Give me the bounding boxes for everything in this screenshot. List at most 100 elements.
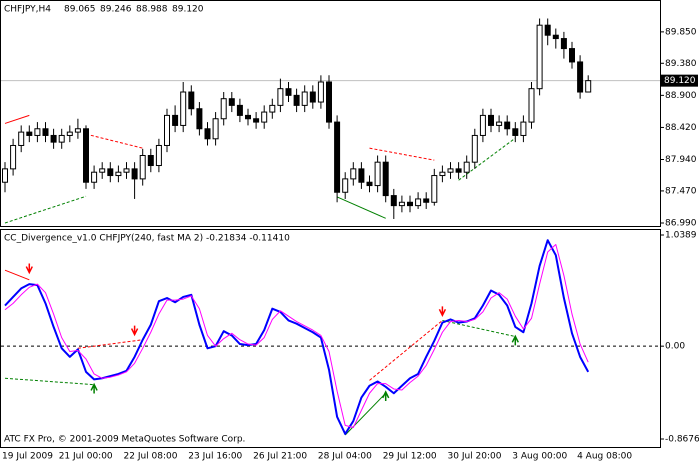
- divergence-arrow: [382, 390, 390, 401]
- candle-body: [309, 91, 316, 103]
- candle-body: [415, 198, 422, 207]
- divergence-arrow: [25, 263, 33, 275]
- candle-body: [269, 104, 276, 113]
- candle-body: [107, 168, 114, 177]
- divergence-arrow: [438, 306, 447, 318]
- candle-body: [188, 91, 195, 110]
- candle-body: [236, 104, 243, 116]
- candle-body: [245, 114, 251, 120]
- candle-body: [115, 171, 122, 177]
- candle-body: [164, 114, 170, 146]
- candle-body: [528, 88, 535, 123]
- candle-body: [204, 128, 211, 140]
- x-tick-label: 22 Jul 08:00: [124, 452, 178, 462]
- x-tick-label: 4 Aug 08:00: [577, 452, 632, 462]
- divergence-line: [369, 147, 435, 161]
- y-tick-label: 0.00: [665, 342, 685, 352]
- ohlc-label: 88.988: [136, 5, 168, 15]
- candle-body: [253, 118, 260, 123]
- candle-body: [577, 61, 584, 93]
- candle-body: [2, 168, 8, 183]
- candle-body: [285, 88, 292, 96]
- candle-body: [34, 128, 41, 136]
- candle-body: [326, 81, 332, 123]
- candle-body: [398, 201, 405, 207]
- candle-body: [147, 154, 154, 167]
- x-tick-label: 26 Jul 21:00: [253, 452, 307, 462]
- y-tick-label: -0.8676: [665, 434, 699, 444]
- candle-body: [463, 161, 470, 173]
- candle-body: [439, 171, 446, 177]
- candle-body: [26, 131, 33, 136]
- candle-body: [277, 88, 284, 106]
- divergence-line: [4, 195, 87, 224]
- divergence-line: [4, 114, 30, 124]
- indicator-panel: [0, 229, 661, 448]
- candle-body: [455, 168, 462, 173]
- candle-body: [66, 131, 73, 136]
- x-tick-label: 21 Jul 00:00: [59, 452, 113, 462]
- candle-body: [342, 178, 349, 193]
- y-tick-label: 87.470: [665, 186, 697, 196]
- candle-body: [479, 114, 486, 136]
- divergence-line: [442, 319, 516, 338]
- candle-body: [536, 24, 543, 90]
- last-price-box: [661, 74, 698, 87]
- candle-body: [504, 121, 511, 130]
- divergence-line: [4, 269, 30, 281]
- candle-body: [172, 114, 179, 126]
- candle-body: [301, 91, 308, 106]
- divergence-line: [458, 137, 516, 181]
- candle-body: [520, 121, 527, 136]
- x-tick-label: 29 Jul 12:00: [383, 452, 437, 462]
- candle-body: [180, 91, 187, 126]
- candle-body: [366, 181, 373, 187]
- chart-title: CHFJPY,H4: [4, 5, 51, 15]
- candle-body: [544, 24, 551, 36]
- candle-body: [83, 128, 89, 183]
- divergence-line: [369, 320, 443, 381]
- ohlc-label: 89.120: [172, 5, 204, 15]
- ohlc-label: 89.246: [100, 5, 132, 15]
- candle-body: [552, 34, 559, 40]
- candle-body: [407, 201, 413, 207]
- y-tick-label: 88.420: [665, 123, 697, 133]
- candle-body: [390, 195, 397, 207]
- candle-body: [317, 81, 324, 103]
- candle-body: [334, 121, 341, 193]
- candle-body: [123, 168, 130, 173]
- y-tick-label: 89.380: [665, 59, 697, 69]
- y-tick-label: 1.0389: [665, 230, 697, 240]
- candle-body: [560, 38, 567, 50]
- footer: ATC FX Pro, © 2001-2009 MetaQuotes Softw…: [4, 435, 245, 445]
- candle-body: [358, 168, 365, 183]
- candle-body: [569, 48, 575, 63]
- candle-body: [99, 168, 106, 173]
- divergence-arrow: [90, 382, 98, 394]
- divergence-line: [77, 339, 143, 349]
- candle-body: [155, 144, 162, 167]
- candle-body: [131, 168, 138, 180]
- candle-body: [228, 98, 235, 106]
- x-tick-label: 28 Jul 04:00: [318, 452, 372, 462]
- y-tick-label: 89.850: [665, 27, 697, 37]
- candle-body: [74, 128, 81, 133]
- candle-body: [42, 128, 49, 136]
- y-tick-label: 86.990: [665, 218, 697, 228]
- candle-body: [374, 161, 381, 187]
- divergence-arrow: [130, 325, 139, 337]
- candle-body: [293, 94, 300, 106]
- x-tick-label: 3 Aug 00:00: [512, 452, 567, 462]
- indicator-title: CC_Divergence_v1.0 CHFJPY(240, fast MA 2…: [4, 234, 290, 244]
- candle-body: [261, 111, 268, 123]
- x-tick-label: 23 Jul 16:00: [188, 452, 242, 462]
- candle-body: [496, 121, 503, 126]
- candle-body: [139, 154, 146, 180]
- indicator-line: [4, 244, 589, 428]
- y-tick-label: 88.900: [665, 91, 697, 101]
- divergence-arrow: [511, 334, 519, 346]
- candle-body: [423, 198, 430, 203]
- candle-body: [512, 128, 519, 136]
